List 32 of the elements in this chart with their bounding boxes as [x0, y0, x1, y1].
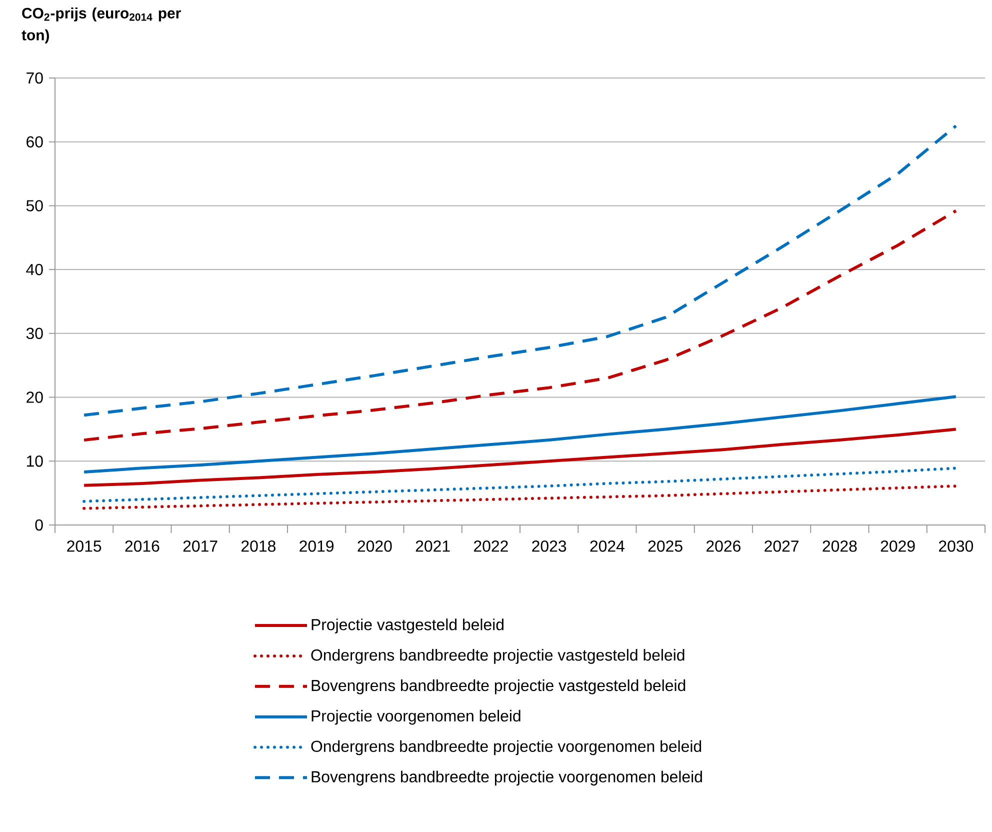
y-tick-label: 0 — [35, 519, 43, 531]
line-series — [82, 209, 958, 442]
x-tick-label: 2022 — [474, 540, 508, 552]
y-tick-label: 30 — [26, 328, 43, 340]
x-tick-label: 2025 — [648, 540, 682, 552]
legend-label: Projectie voorgenomen beleid — [312, 710, 520, 725]
x-tick-label: 2023 — [532, 540, 566, 552]
legend-label: Bovengrens bandbreedte projectie vastgesteld beleid — [312, 679, 686, 694]
y-tick-label: 20 — [26, 392, 43, 403]
x-tick-label: 2016 — [125, 540, 160, 552]
x-tick-label: 2018 — [242, 540, 276, 552]
x-tick-label: 2019 — [300, 540, 334, 552]
legend-label: Bovengrens bandbreedte projectie voorgenomen beleid — [312, 770, 702, 786]
x-tick-label: 2026 — [706, 540, 740, 552]
x-tick-label: 2017 — [183, 540, 218, 552]
x-tick-label: 2024 — [590, 540, 624, 552]
x-tick-label: 2027 — [764, 540, 798, 552]
x-tick-label: 2021 — [416, 540, 450, 552]
x-tick-label: 2020 — [358, 540, 392, 552]
text: CO$_{2}$-prijs (euro$_{2014}$ per ton) — [22, 8, 181, 44]
y-tick-label: 40 — [26, 264, 43, 276]
y-tick-label: 50 — [26, 200, 43, 212]
legend-label: Ondergrens bandbreedte projectie voorgenomen beleid — [311, 740, 702, 756]
x-tick-label: 2029 — [880, 540, 915, 552]
y-tick-label: 70 — [26, 72, 43, 84]
x-tick-label: 2015 — [67, 540, 102, 552]
x-tick-label: 2028 — [822, 540, 857, 552]
legend-label: Ondergrens bandbreedte projectie vastgesteld beleid — [311, 649, 684, 664]
y-tick-label: 10 — [26, 455, 43, 467]
legend-label: Projectie vastgesteld beleid — [312, 618, 504, 634]
y-tick-label: 60 — [26, 136, 43, 148]
x-tick-label: 2030 — [939, 540, 974, 552]
